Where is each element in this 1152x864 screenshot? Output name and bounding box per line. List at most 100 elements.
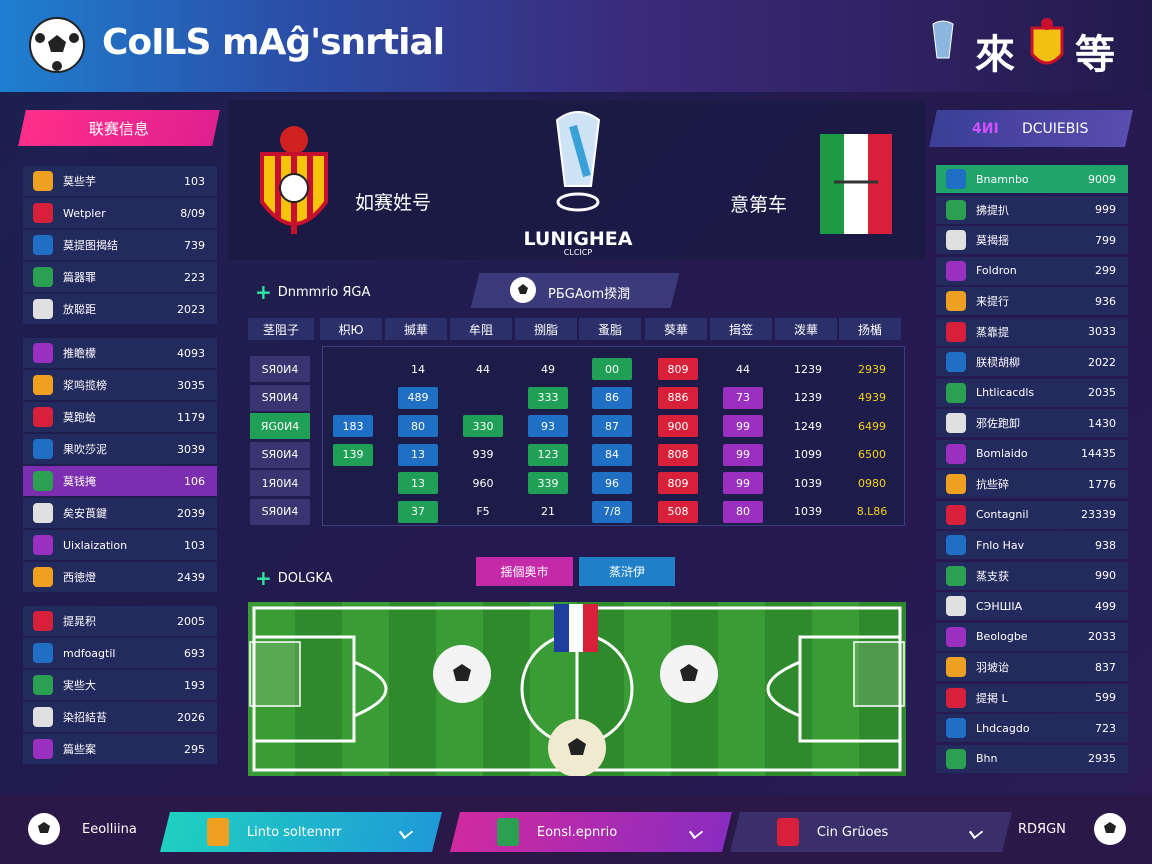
column-header: 蚤脂 bbox=[579, 318, 641, 340]
row-icon bbox=[946, 382, 966, 403]
row-value: 2039 bbox=[177, 506, 205, 520]
row-icon bbox=[33, 611, 53, 631]
row-name: Lhtlicacdls bbox=[976, 386, 1035, 399]
list-row[interactable]: 朕棂胡柳 2022 bbox=[936, 348, 1128, 376]
list-row[interactable]: 来提行 936 bbox=[936, 287, 1128, 315]
row-label: SЯ0И4 bbox=[250, 441, 310, 468]
footer-tab[interactable]: Linto soltennrr bbox=[160, 812, 442, 852]
list-row[interactable]: Wetpler 8/09 bbox=[23, 198, 217, 228]
stat-cell: 939 bbox=[472, 448, 494, 461]
stat-cell: 330 bbox=[463, 415, 503, 437]
row-value: 938 bbox=[1095, 538, 1116, 552]
row-name: 浆鸣揽榜 bbox=[63, 379, 107, 392]
row-value: 295 bbox=[184, 742, 205, 756]
list-row[interactable]: Bhn 2935 bbox=[936, 744, 1128, 773]
list-row[interactable]: CЭНШIA 499 bbox=[936, 592, 1128, 620]
list-row[interactable]: 羽坡诒 837 bbox=[936, 653, 1128, 681]
column-header: 枳Ю bbox=[320, 318, 382, 340]
row-icon bbox=[946, 748, 966, 769]
row-icon bbox=[946, 352, 966, 372]
stat-cell: 13 bbox=[398, 443, 438, 466]
list-row[interactable]: 莫揭揺 799 bbox=[936, 226, 1128, 254]
list-row[interactable]: Lhdcagdo 723 bbox=[936, 714, 1128, 742]
stat-cell: 1249 bbox=[794, 419, 822, 433]
stat-cell: 96 bbox=[592, 472, 632, 494]
row-value: 1179 bbox=[177, 410, 205, 424]
list-row[interactable]: 莫提图揭结 739 bbox=[23, 230, 217, 260]
stat-cell: 2939 bbox=[858, 362, 886, 376]
row-name: 莫揭揺 bbox=[976, 234, 1009, 247]
stat-cell: 49 bbox=[541, 362, 555, 376]
list-row[interactable]: 邪佐跑卸 1430 bbox=[936, 409, 1128, 437]
row-name: 朕棂胡柳 bbox=[976, 356, 1020, 369]
list-row[interactable]: Contagnil 23339 bbox=[936, 500, 1128, 529]
tab-icon bbox=[777, 818, 799, 846]
list-row[interactable]: 西徳燈 2439 bbox=[23, 562, 217, 592]
list-row[interactable]: 抗些碎 1776 bbox=[936, 470, 1128, 498]
list-row[interactable]: 篇些案 295 bbox=[23, 734, 217, 764]
list-row[interactable]: 拂提扒 999 bbox=[936, 195, 1128, 224]
column-header: 葵華 bbox=[645, 318, 707, 340]
list-row[interactable]: 放聪距 2023 bbox=[23, 294, 217, 324]
footer-tab[interactable]: Cin Grüoes bbox=[730, 812, 1012, 852]
list-row[interactable]: Bomlaido 14435 bbox=[936, 439, 1128, 468]
ball-icon bbox=[28, 813, 60, 845]
list-row[interactable]: 染招結苔 2026 bbox=[23, 702, 217, 732]
row-value: 1430 bbox=[1088, 416, 1116, 430]
list-row[interactable]: 矣安莨鍵 2039 bbox=[23, 498, 217, 528]
header-text: 來 bbox=[975, 32, 1015, 78]
list-row[interactable]: 蒸支获 990 bbox=[936, 561, 1128, 590]
row-icon bbox=[33, 535, 53, 555]
row-value: 103 bbox=[184, 174, 205, 188]
column-header: 揖签 bbox=[710, 318, 772, 340]
stat-cell: 37 bbox=[398, 500, 438, 523]
row-value: 739 bbox=[184, 238, 205, 252]
list-row[interactable]: Bnamnbo 9009 bbox=[936, 165, 1128, 193]
footer-tab[interactable]: Eonsl.epnrio bbox=[450, 812, 732, 852]
row-icon bbox=[33, 235, 53, 255]
list-row[interactable]: mdfoagtil 693 bbox=[23, 638, 217, 668]
list-row[interactable]: Lhtlicacdls 2035 bbox=[936, 378, 1128, 407]
row-icon bbox=[946, 260, 966, 281]
list-row[interactable]: 果吹莎泥 3039 bbox=[23, 434, 217, 464]
list-row[interactable]: Fnlo Hav 938 bbox=[936, 531, 1128, 559]
row-name: 矣安莨鍵 bbox=[63, 507, 107, 520]
list-row[interactable]: Uixlaization 103 bbox=[23, 530, 217, 560]
row-value: 2033 bbox=[1088, 630, 1116, 643]
list-row[interactable]: 莫跑蛤 1179 bbox=[23, 402, 217, 432]
row-icon bbox=[946, 474, 966, 494]
row-icon bbox=[33, 171, 53, 191]
list-row[interactable]: 提晁积 2005 bbox=[23, 606, 217, 636]
button[interactable]: 揺個奥巿 bbox=[476, 557, 573, 586]
list-row[interactable]: Foldron 299 bbox=[936, 256, 1128, 285]
stat-cell: 00 bbox=[592, 358, 632, 380]
tab-label: PБGAom揆潤 bbox=[548, 287, 631, 302]
list-row[interactable]: Beologbe 2033 bbox=[936, 622, 1128, 651]
row-value: 499 bbox=[1095, 599, 1116, 613]
row-value: 223 bbox=[184, 270, 205, 284]
tab-label: Linto soltennrr bbox=[247, 824, 342, 840]
list-row[interactable]: 篇器罪 223 bbox=[23, 262, 217, 292]
list-row[interactable]: 蒸靠提 3033 bbox=[936, 317, 1128, 346]
row-name: Fnlo Hav bbox=[976, 538, 1025, 552]
list-row[interactable]: 推瞻檬 4093 bbox=[23, 338, 217, 368]
list-row[interactable]: 浆鸣揽榜 3035 bbox=[23, 370, 217, 400]
button[interactable]: 蒸浒伊 bbox=[579, 557, 675, 586]
list-row[interactable]: 莫些芋 103 bbox=[23, 166, 217, 196]
row-name: Wetpler bbox=[63, 206, 106, 220]
row-name: Bnamnbo bbox=[976, 172, 1029, 186]
list-row[interactable]: 莫钱掩 106 bbox=[23, 466, 217, 496]
stat-cell: 99 bbox=[723, 415, 763, 437]
row-value: 106 bbox=[184, 474, 205, 488]
stat-cell: 960 bbox=[472, 476, 494, 490]
stat-cell: 1039 bbox=[794, 505, 822, 518]
row-name: 羽坡诒 bbox=[976, 661, 1009, 674]
list-row[interactable]: 実些大 193 bbox=[23, 670, 217, 700]
row-label: SЯ0И4 bbox=[250, 356, 310, 382]
row-name: Bhn bbox=[976, 752, 998, 765]
league-sub: CLCICP bbox=[563, 248, 593, 257]
list-row[interactable]: 提掲 L 599 bbox=[936, 683, 1128, 712]
row-name: 蒸靠提 bbox=[976, 325, 1009, 339]
row-icon bbox=[33, 675, 53, 695]
row-icon bbox=[946, 291, 966, 311]
